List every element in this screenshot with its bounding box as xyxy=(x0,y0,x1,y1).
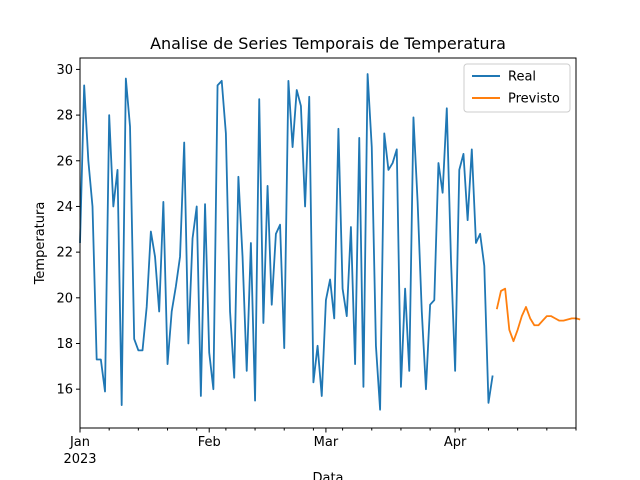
x-axis-label: Data xyxy=(312,471,343,480)
x-tick-label: Mar xyxy=(314,435,339,450)
y-tick-label: 28 xyxy=(56,109,73,124)
x-tick-label: Apr xyxy=(444,435,467,450)
y-tick-label: 16 xyxy=(56,383,73,398)
x-tick-label: Jan xyxy=(69,435,90,450)
plot-frame xyxy=(79,57,577,429)
series-layer xyxy=(79,73,581,411)
y-axis-label: Temperatura xyxy=(33,202,48,286)
series-line-real xyxy=(79,73,494,411)
y-tick-label: 20 xyxy=(56,291,73,306)
y-tick-label: 18 xyxy=(56,337,73,352)
legend: Real Previsto xyxy=(463,63,571,113)
legend-entry: Previsto xyxy=(508,92,560,107)
y-tick-label: 24 xyxy=(56,200,73,215)
chart-title: Analise de Series Temporais de Temperatu… xyxy=(150,34,506,53)
ticks-layer: 16 18 20 22 24 26 28 30 Jan 2023 Feb Mar Apr xyxy=(56,63,577,467)
series-line-previsto xyxy=(495,287,581,343)
y-tick-label: 26 xyxy=(56,154,73,169)
x-tick-label: Feb xyxy=(198,435,221,450)
y-tick-label: 22 xyxy=(56,246,73,261)
x-tick-sublabel: 2023 xyxy=(63,452,96,467)
y-tick-label: 30 xyxy=(56,63,73,78)
legend-entry: Real xyxy=(508,70,536,85)
